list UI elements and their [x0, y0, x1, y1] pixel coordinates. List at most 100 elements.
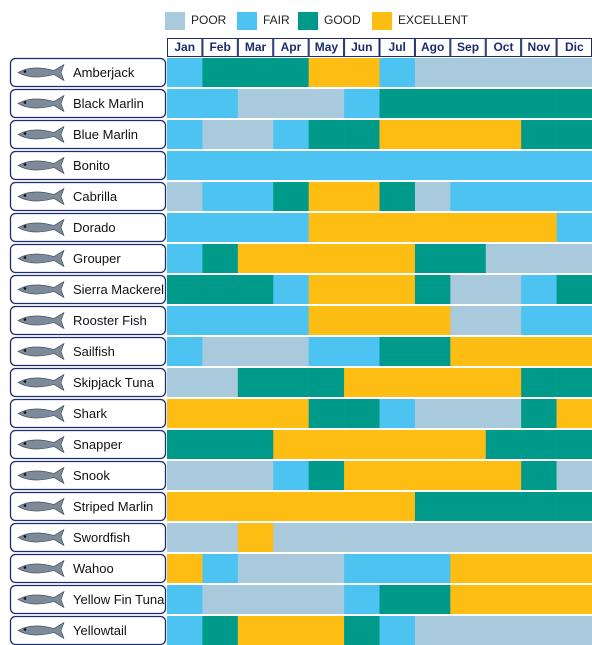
rating-cell — [344, 120, 380, 149]
rating-cell — [450, 89, 487, 118]
rating-cell — [485, 337, 522, 366]
rating-cell — [167, 616, 203, 645]
legend-label: FAIR — [263, 13, 290, 27]
rating-cell — [273, 337, 309, 366]
month-label: May — [315, 40, 339, 54]
rating-cell — [308, 430, 345, 459]
rating-cell — [521, 337, 557, 366]
rating-cell — [308, 58, 345, 87]
rating-cell — [344, 616, 380, 645]
rating-cell — [308, 523, 345, 552]
fish-icon — [17, 435, 65, 454]
fish-body — [17, 342, 65, 361]
fish-icon — [17, 311, 65, 330]
month-label: Feb — [209, 40, 230, 54]
rating-cell — [237, 213, 274, 242]
rating-cell — [344, 461, 380, 490]
fish-eye — [23, 504, 27, 507]
rating-cell — [202, 523, 239, 552]
month-label: Jan — [174, 40, 195, 54]
rating-cell — [202, 182, 239, 211]
fish-icon — [17, 559, 65, 578]
rating-cell — [202, 151, 239, 180]
rating-cell — [167, 151, 203, 180]
fish-eye — [23, 318, 27, 321]
fish-body — [17, 528, 65, 547]
rating-cell — [414, 120, 451, 149]
rating-cell — [450, 213, 487, 242]
rating-cell — [273, 461, 309, 490]
rating-cell — [237, 616, 274, 645]
rating-cell — [167, 306, 203, 335]
fish-eye — [23, 256, 27, 259]
rating-cell — [414, 430, 451, 459]
rating-cell — [485, 244, 522, 273]
rating-cell — [202, 554, 239, 583]
rating-cell — [202, 585, 239, 614]
legend-swatch — [298, 12, 318, 30]
rating-cell — [450, 616, 487, 645]
rating-cell — [308, 337, 345, 366]
rating-cell — [237, 492, 274, 521]
fish-name: Striped Marlin — [73, 499, 153, 514]
rating-cell — [485, 151, 522, 180]
rating-cell — [344, 368, 380, 397]
rating-cell — [202, 399, 239, 428]
rating-cell — [414, 585, 451, 614]
rating-cell — [167, 120, 203, 149]
month-label: Ago — [421, 40, 444, 54]
rating-cell — [379, 151, 416, 180]
fish-icon — [17, 218, 65, 237]
rating-cell — [521, 89, 557, 118]
legend-swatch — [165, 12, 185, 30]
fish-icon — [17, 342, 65, 361]
fish-name-box — [9, 274, 167, 305]
rating-cell — [344, 182, 380, 211]
month-header-cell — [202, 38, 238, 57]
rating-cell — [237, 399, 274, 428]
fish-name-box — [9, 181, 167, 212]
month-header-cell — [273, 38, 309, 57]
rating-cell — [379, 554, 416, 583]
rating-cell — [379, 306, 416, 335]
month-header-cell — [344, 38, 380, 57]
rating-cell — [485, 585, 522, 614]
rating-cell — [273, 58, 309, 87]
fish-eye — [23, 473, 27, 476]
rating-cell — [273, 430, 309, 459]
rating-cell — [167, 461, 203, 490]
rating-cell — [344, 306, 380, 335]
rating-cell — [273, 554, 309, 583]
fish-name: Yellowtail — [73, 623, 127, 638]
rating-cell — [450, 399, 487, 428]
fish-name-box — [9, 119, 167, 150]
rating-cell — [344, 430, 380, 459]
rating-cell — [308, 89, 345, 118]
fish-icon — [17, 590, 65, 609]
rating-cell — [485, 182, 522, 211]
rating-cell — [308, 275, 345, 304]
rating-cell — [556, 492, 592, 521]
fish-body — [17, 466, 65, 485]
fish-name-box — [9, 522, 167, 553]
fish-eye — [23, 194, 27, 197]
rating-cell — [344, 213, 380, 242]
rating-cell — [521, 275, 557, 304]
rating-cell — [521, 492, 557, 521]
fish-icon — [17, 156, 65, 175]
rating-cell — [308, 182, 345, 211]
fish-eye — [23, 101, 27, 104]
rating-cell — [485, 492, 522, 521]
fish-eye — [23, 442, 27, 445]
fish-eye — [23, 163, 27, 166]
fish-eye — [23, 535, 27, 538]
fish-eye — [23, 597, 27, 600]
rating-cell — [273, 213, 309, 242]
month-label: Jul — [389, 40, 406, 54]
rating-cell — [379, 213, 416, 242]
rating-cell — [202, 616, 239, 645]
fish-body — [17, 156, 65, 175]
rating-cell — [273, 399, 309, 428]
rating-cell — [485, 399, 522, 428]
rating-cell — [414, 306, 451, 335]
